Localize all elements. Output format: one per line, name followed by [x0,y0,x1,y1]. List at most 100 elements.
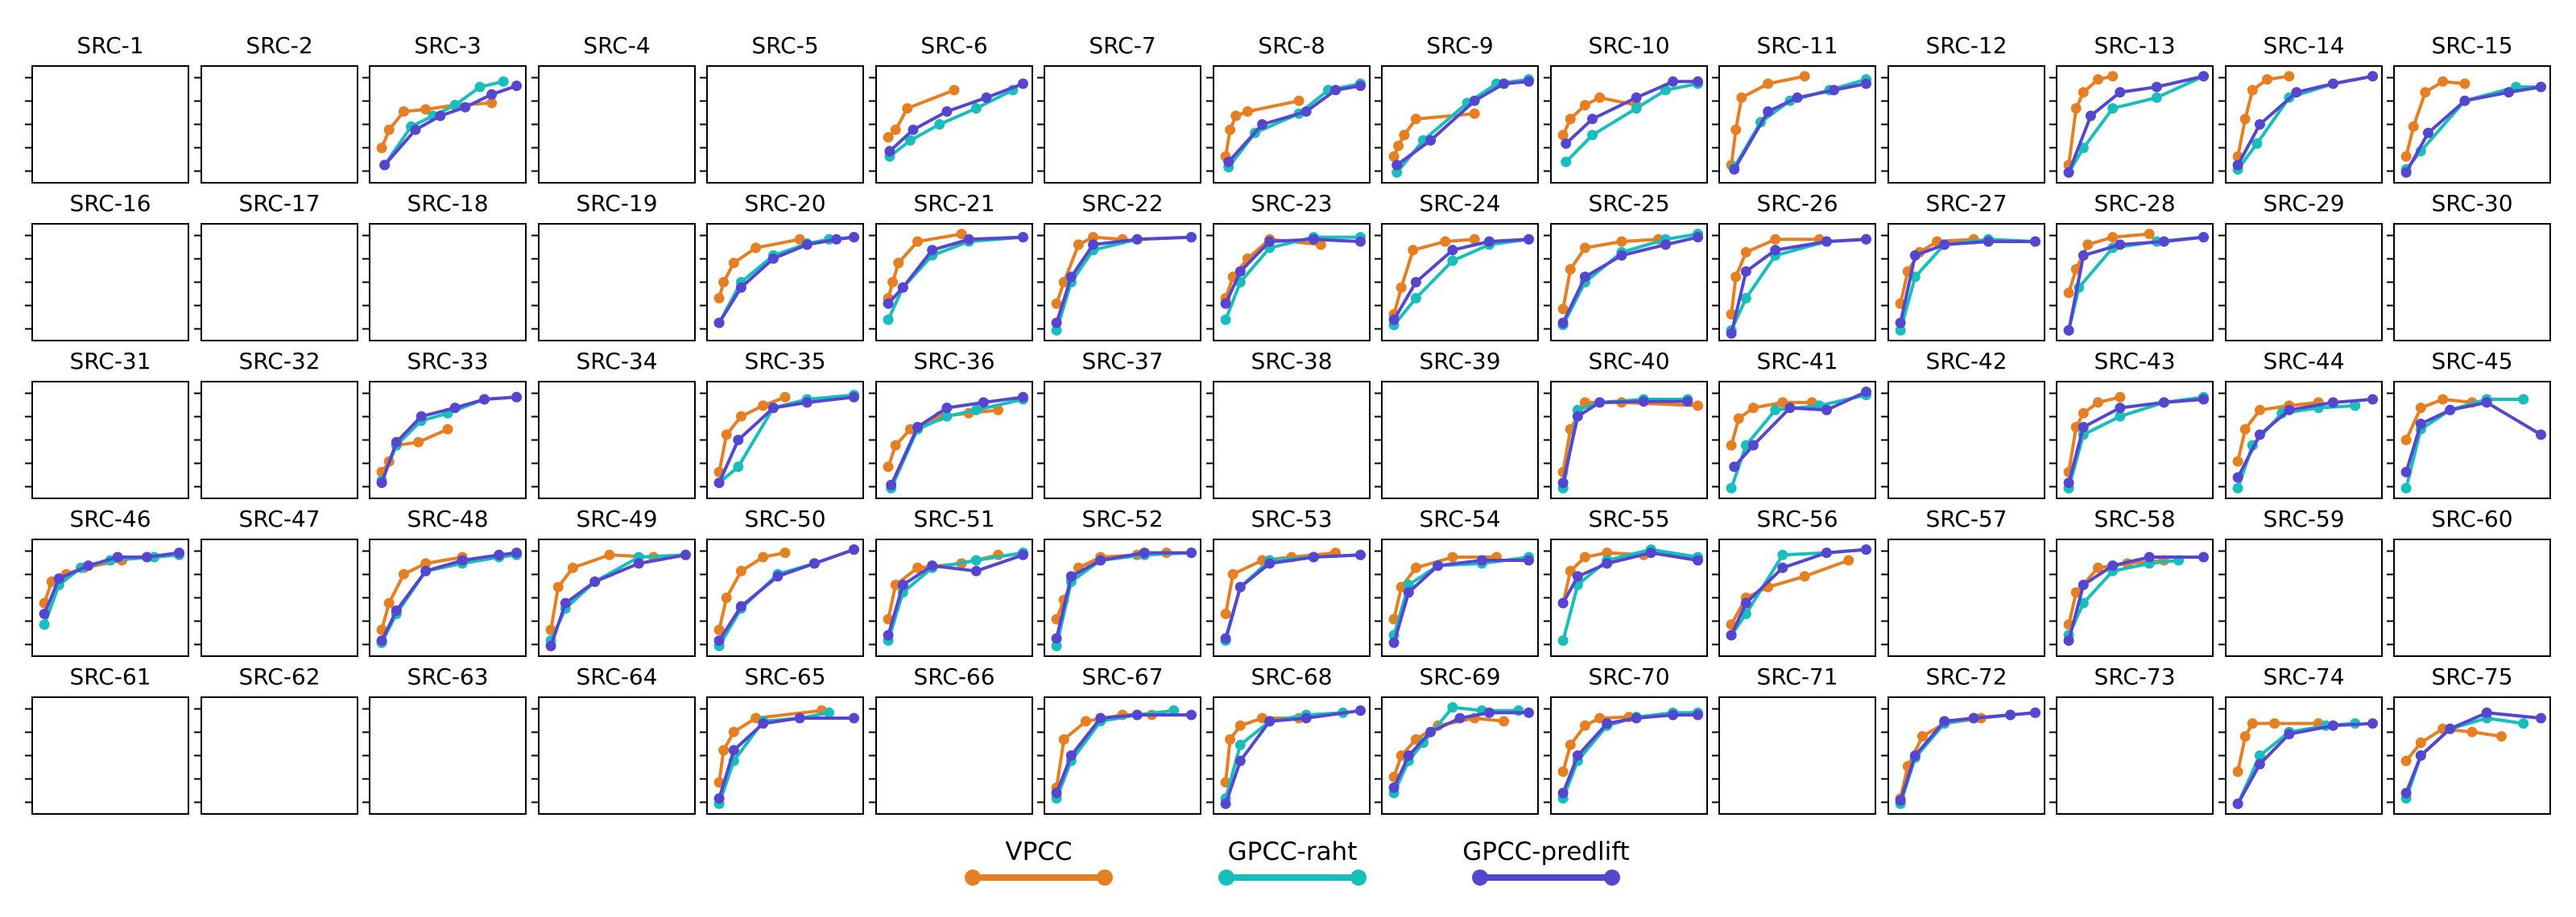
data-point-vpcc [893,258,904,269]
legend-swatch-marker [1350,869,1367,886]
data-point-gpcc-predlift [1454,713,1466,724]
data-point-gpcc-predlift [1726,328,1737,339]
panel-title: SRC-44 [2263,348,2344,374]
data-point-vpcc [2400,435,2412,445]
panel-title: SRC-60 [2431,506,2512,532]
data-point-gpcc-predlift [486,89,498,100]
data-point-gpcc-predlift [1682,396,1693,407]
panel-75: SRC-75 [2387,663,2551,815]
data-point-gpcc-predlift [1909,250,1921,261]
data-point-gpcc-predlift [2327,78,2338,89]
data-point-gpcc-raht [1168,705,1180,717]
data-point-gpcc-predlift [1726,630,1737,641]
data-point-gpcc-raht [1418,737,1429,748]
data-point-gpcc-predlift [2030,236,2041,247]
data-point-gpcc-predlift [808,558,820,569]
panel-title: SRC-8 [1258,32,1325,59]
data-point-gpcc-predlift [1499,78,1510,89]
panel-title: SRC-65 [744,663,825,690]
data-point-vpcc [1469,233,1480,245]
data-point-vpcc [2239,423,2251,435]
data-point-vpcc [1220,609,1231,619]
data-point-gpcc-predlift [1476,555,1487,566]
data-point-gpcc-predlift [511,547,522,559]
data-point-vpcc [2232,456,2243,467]
panel-title: SRC-47 [238,506,320,532]
data-point-gpcc-predlift [391,436,402,448]
data-point-gpcc-predlift [1557,317,1569,328]
data-point-gpcc-predlift [767,403,779,414]
data-point-gpcc-predlift [83,560,94,572]
data-point-gpcc-raht [449,100,461,111]
data-point-gpcc-predlift [794,713,805,724]
panel-title: SRC-32 [238,348,320,374]
data-point-gpcc-raht [2151,92,2162,103]
data-point-gpcc-predlift [1186,232,1197,243]
panel-23: SRC-23 [1206,190,1371,341]
data-point-vpcc [1747,403,1759,414]
data-point-vpcc [2466,726,2478,737]
data-point-gpcc-predlift [941,106,953,117]
data-point-gpcc-predlift [479,394,490,405]
data-point-gpcc-predlift [2107,560,2119,572]
panel-title: SRC-66 [913,663,994,690]
data-point-gpcc-raht [1740,292,1751,304]
data-point-gpcc-predlift [2254,119,2265,130]
panel-frame [201,381,358,499]
panel-title: SRC-18 [407,190,488,217]
data-point-gpcc-predlift [927,245,938,256]
data-point-gpcc-raht [474,81,486,93]
panel-title: SRC-22 [1081,190,1163,217]
data-point-gpcc-predlift [2400,466,2412,477]
data-point-vpcc [890,440,901,451]
data-point-gpcc-predlift [1784,403,1796,414]
data-point-gpcc-predlift [1939,239,1950,250]
panel-8: SRC-8 [1206,32,1371,184]
data-point-gpcc-predlift [2115,239,2126,250]
data-point-vpcc [883,461,894,473]
data-point-vpcc [890,124,901,135]
panel-title: SRC-27 [1925,190,2007,217]
data-point-vpcc [887,277,899,287]
data-point-vpcc [420,104,432,115]
panel-frame [369,696,527,815]
panel-title: SRC-10 [1588,32,1669,59]
panel-title: SRC-17 [238,190,320,217]
data-point-gpcc-predlift [2158,397,2169,408]
panel-frame [1044,539,1201,657]
panel-32: SRC-32 [194,348,358,499]
data-point-vpcc [1616,236,1627,247]
panel-55: SRC-55 [1544,506,1708,657]
panel-11: SRC-11 [1712,32,1876,184]
data-point-vpcc [779,547,791,559]
panel-62: SRC-62 [194,663,358,815]
panel-title: SRC-67 [1081,663,1163,690]
data-point-vpcc [1393,140,1404,151]
data-point-gpcc-predlift [2232,798,2243,809]
data-point-gpcc-predlift [1829,85,1839,96]
panel-51: SRC-51 [869,506,1033,657]
data-point-vpcc [442,423,453,435]
data-point-gpcc-predlift [2367,394,2378,405]
data-point-vpcc [912,236,923,247]
data-point-vpcc [713,292,725,304]
panel-frame [1213,381,1371,499]
data-point-gpcc-raht [2518,394,2529,405]
panel-27: SRC-27 [1881,190,2045,341]
data-point-gpcc-predlift [1388,782,1400,793]
panel-title: SRC-34 [576,348,657,374]
data-point-gpcc-raht [2518,718,2529,729]
data-point-gpcc-predlift [1355,236,1366,247]
data-point-gpcc-predlift [1065,271,1077,283]
data-point-gpcc-predlift [801,239,812,250]
data-point-gpcc-predlift [2198,71,2209,82]
data-point-gpcc-raht [1740,440,1751,451]
data-point-gpcc-predlift [1018,78,1028,89]
panel-frame [706,65,864,184]
panel-frame [1550,65,1708,184]
panel-title: SRC-51 [913,506,994,532]
data-point-vpcc [1396,750,1407,761]
data-point-gpcc-predlift [886,479,897,490]
data-point-gpcc-predlift [713,635,725,646]
legend-swatch-marker [1218,869,1234,886]
